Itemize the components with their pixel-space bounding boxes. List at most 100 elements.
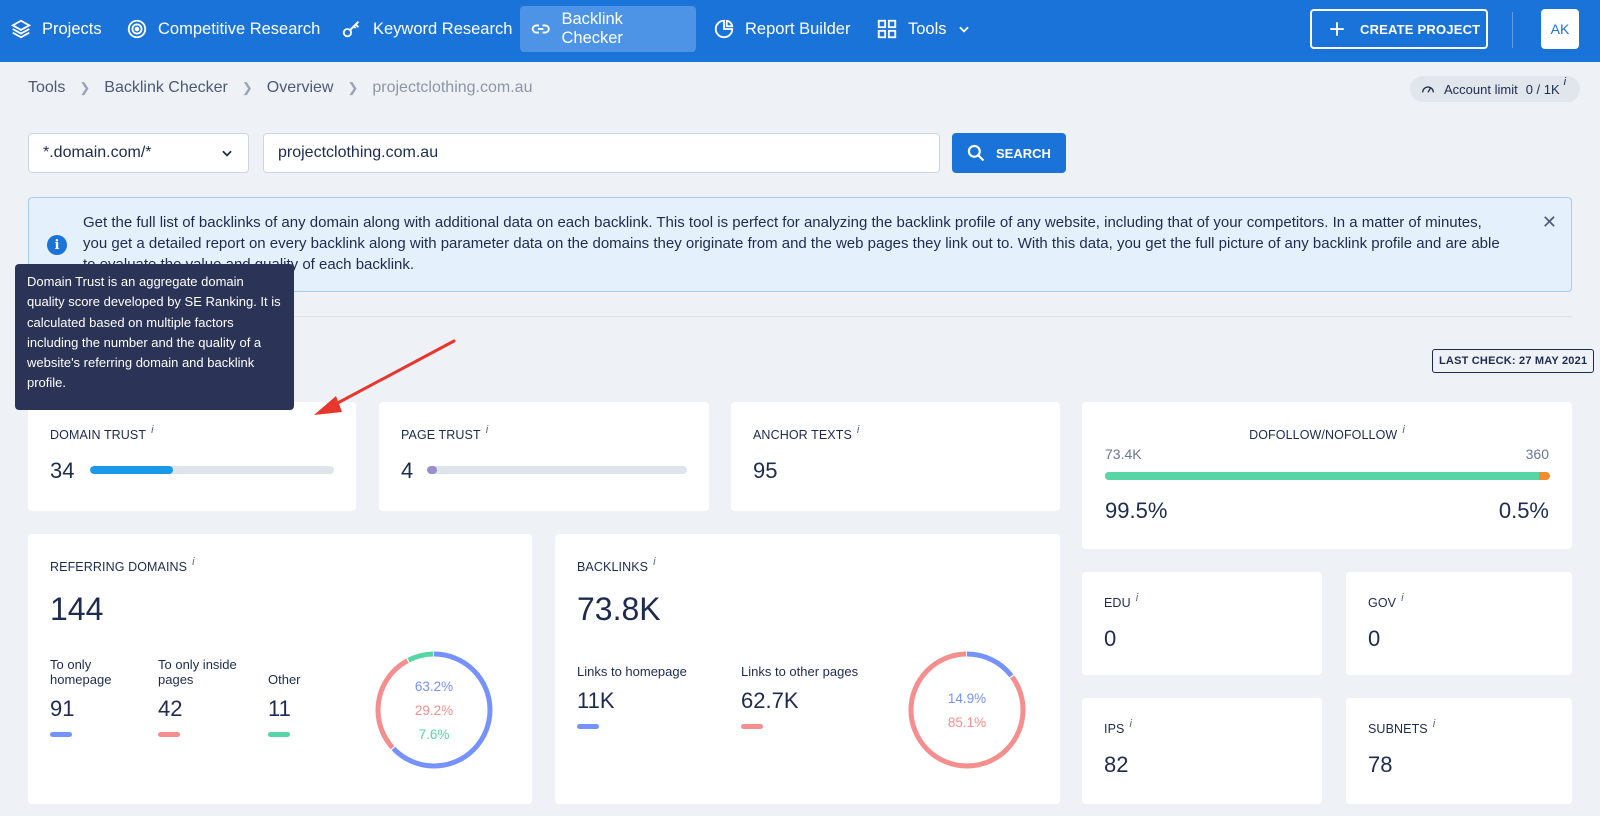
to-inside-pages-value: 42 xyxy=(158,696,183,721)
links-to-other-pages-value: 62.7K xyxy=(741,688,799,713)
page-trust-card: PAGE TRUST i 4 xyxy=(379,402,709,511)
account-limit-value: 0 / 1K xyxy=(1525,81,1560,97)
search-mode-value: *.domain.com/* xyxy=(43,144,152,161)
nav-label: Projects xyxy=(42,19,102,38)
subnets-value: 78 xyxy=(1368,752,1393,777)
info-icon[interactable]: i xyxy=(1563,76,1567,88)
referring-domains-donut-segment xyxy=(375,651,493,769)
page-trust-bar-fill xyxy=(427,466,437,474)
nav-divider xyxy=(1512,12,1513,48)
target-icon xyxy=(127,19,147,39)
backlinks-card: BACKLINKS i 73.8K Links to homepage 11K L… xyxy=(555,534,1060,804)
chevron-right-icon: ❯ xyxy=(241,80,253,95)
nav-backlink-checker[interactable]: Backlink Checker xyxy=(520,6,696,52)
nofollow-percent: 0.5% xyxy=(1498,498,1549,523)
referring-domains-card: REFERRING DOMAINS i 144 To only homepage … xyxy=(28,534,532,804)
breadcrumb-tools[interactable]: Tools xyxy=(28,79,66,96)
card-title: GOV i xyxy=(1368,592,1404,610)
layers-icon xyxy=(10,19,32,39)
search-button[interactable]: SEARCH xyxy=(952,133,1066,173)
card-title: REFERRING DOMAINS i xyxy=(50,556,195,574)
info-banner-text: Get the full list of backlinks of any do… xyxy=(83,214,1500,273)
legend-other xyxy=(268,732,290,737)
info-icon[interactable]: i xyxy=(151,424,154,436)
nav-label: Keyword Research xyxy=(373,19,513,38)
info-icon[interactable]: i xyxy=(653,556,656,568)
nav-label: Competitive Research xyxy=(158,19,321,38)
info-icon[interactable]: i xyxy=(485,424,489,436)
info-icon[interactable]: i xyxy=(1432,718,1436,730)
search-button-label: SEARCH xyxy=(996,145,1051,161)
referring-domains-value: 144 xyxy=(50,591,104,627)
referring-domains-donut-label: 29.2% xyxy=(415,703,453,718)
backlinks-donut-segment xyxy=(908,651,1026,769)
chevron-down-icon xyxy=(222,150,232,157)
speedometer-icon xyxy=(1422,86,1434,93)
info-icon[interactable]: i xyxy=(1129,718,1132,730)
info-icon[interactable]: i xyxy=(856,424,860,436)
page-trust-bar xyxy=(427,466,687,474)
legend-homepage xyxy=(50,732,72,737)
search-mode-select[interactable]: *.domain.com/* xyxy=(28,133,249,173)
domain-trust-bar xyxy=(90,466,334,474)
pie-chart-icon xyxy=(714,19,734,39)
create-project-button[interactable]: CREATE PROJECT xyxy=(1310,9,1488,49)
chevron-right-icon: ❯ xyxy=(347,80,359,95)
backlinks-donut-label: 85.1% xyxy=(948,715,986,730)
other-label: Other xyxy=(268,672,301,687)
card-title: BACKLINKS i xyxy=(577,556,656,574)
card-title: IPS i xyxy=(1104,718,1132,736)
gov-value: 0 xyxy=(1368,626,1381,651)
card-title: EDU i xyxy=(1104,592,1139,610)
top-navigation: Projects Competitive Research Keyword Re… xyxy=(0,0,1600,62)
domain-trust-card: DOMAIN TRUST i 34 xyxy=(28,402,356,511)
info-icon[interactable]: i xyxy=(1401,592,1404,604)
nav-tools[interactable]: Tools xyxy=(866,6,981,52)
breadcrumb: Tools ❯ Backlink Checker ❯ Overview ❯ pr… xyxy=(28,79,532,97)
links-to-homepage-label: Links to homepage xyxy=(577,664,687,679)
domain-trust-bar-fill xyxy=(90,466,173,474)
close-icon[interactable]: ✕ xyxy=(1541,212,1557,232)
nav-report-builder[interactable]: Report Builder xyxy=(703,6,860,52)
gov-card: GOV i 0 xyxy=(1346,572,1572,675)
account-limit[interactable]: Account limit 0 / 1K i xyxy=(1410,76,1581,102)
card-title: ANCHOR TEXTS i xyxy=(753,424,860,442)
edu-value: 0 xyxy=(1104,626,1117,651)
to-homepage-label: To only homepage xyxy=(50,657,112,687)
breadcrumb-current: projectclothing.com.au xyxy=(372,79,533,96)
ips-card: IPS i 82 xyxy=(1082,698,1322,804)
referring-domains-donut-segment xyxy=(375,651,493,769)
referring-domains-donut: 63.2% 29.2% 7.6% xyxy=(375,651,493,769)
create-project-label: CREATE PROJECT xyxy=(1360,21,1481,37)
nav-projects[interactable]: Projects xyxy=(0,6,112,52)
dofollow-count: 73.4K xyxy=(1105,446,1142,462)
links-to-other-pages-label: Links to other pages xyxy=(741,664,859,679)
info-icon[interactable]: i xyxy=(1402,424,1405,436)
link-icon xyxy=(531,24,550,34)
avatar[interactable]: AK xyxy=(1541,9,1579,49)
breadcrumb-backlink-checker[interactable]: Backlink Checker xyxy=(104,79,228,96)
card-title: DOFOLLOW/NOFOLLOW i xyxy=(1249,424,1405,442)
other-value: 11 xyxy=(268,696,291,721)
backlinks-donut-segment xyxy=(908,651,1026,769)
links-to-homepage-value: 11K xyxy=(577,688,615,713)
domain-trust-tooltip: Domain Trust is an aggregate domain qual… xyxy=(15,264,294,410)
nofollow-count: 360 xyxy=(1525,446,1549,462)
backlinks-donut-label: 14.9% xyxy=(948,691,986,706)
breadcrumb-overview[interactable]: Overview xyxy=(266,79,334,96)
referring-domains-donut-label: 7.6% xyxy=(419,727,450,742)
to-inside-pages-label: To only inside pages xyxy=(158,657,237,687)
dofollow-ratio-bar xyxy=(1105,472,1550,480)
legend-inside-pages xyxy=(158,732,180,737)
referring-domains-donut-label: 63.2% xyxy=(415,679,453,694)
nav-label: Report Builder xyxy=(745,19,851,38)
info-icon: i xyxy=(47,235,67,255)
info-icon[interactable]: i xyxy=(1135,592,1139,604)
account-limit-label: Account limit xyxy=(1444,81,1518,97)
divider xyxy=(28,316,1572,317)
info-icon[interactable]: i xyxy=(192,556,195,568)
chevron-right-icon: ❯ xyxy=(79,80,91,95)
nav-competitive-research[interactable]: Competitive Research xyxy=(116,6,330,52)
nav-keyword-research[interactable]: Keyword Research xyxy=(331,6,522,52)
domain-search-input[interactable] xyxy=(263,133,940,173)
